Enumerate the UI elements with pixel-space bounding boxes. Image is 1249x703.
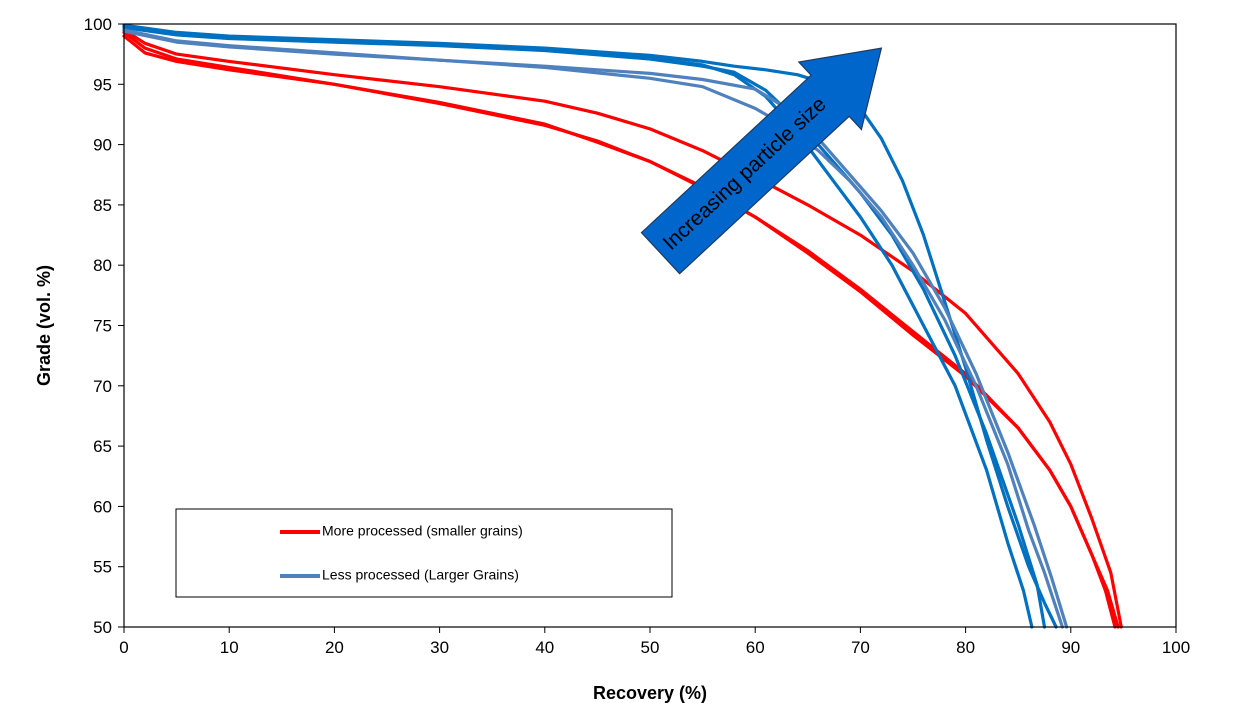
y-tick-label: 60 xyxy=(93,497,112,516)
x-axis-title: Recovery (%) xyxy=(593,683,707,703)
x-tick-label: 90 xyxy=(1061,638,1080,657)
legend: More processed (smaller grains) Less pro… xyxy=(175,508,673,598)
y-tick-label: 95 xyxy=(93,75,112,94)
x-axis: 0 10 20 30 40 50 60 70 80 90 100 xyxy=(119,627,1190,657)
y-axis-title: Grade (vol. %) xyxy=(34,265,54,386)
arrow-icon xyxy=(640,47,883,275)
y-tick-label: 55 xyxy=(93,558,112,577)
y-tick-label: 85 xyxy=(93,196,112,215)
x-tick-label: 80 xyxy=(956,638,975,657)
x-tick-label: 20 xyxy=(325,638,344,657)
series-line-2 xyxy=(122,34,1117,629)
legend-label-less-processed: Less processed (Larger Grains) xyxy=(322,567,519,583)
y-axis: 50 55 60 65 70 75 80 85 90 95 100 xyxy=(84,15,124,637)
x-tick-label: 0 xyxy=(119,638,128,657)
y-tick-label: 75 xyxy=(93,317,112,336)
y-tick-label: 80 xyxy=(93,256,112,275)
x-tick-label: 100 xyxy=(1162,638,1190,657)
y-tick-label: 100 xyxy=(84,15,112,34)
y-tick-label: 50 xyxy=(93,618,112,637)
x-tick-label: 30 xyxy=(430,638,449,657)
x-tick-label: 40 xyxy=(535,638,554,657)
x-tick-label: 50 xyxy=(641,638,660,657)
y-tick-label: 65 xyxy=(93,437,112,456)
x-tick-label: 10 xyxy=(220,638,239,657)
y-tick-label: 90 xyxy=(93,136,112,155)
legend-label-more-processed: More processed (smaller grains) xyxy=(322,523,523,539)
legend-box xyxy=(175,508,673,598)
y-tick-label: 70 xyxy=(93,377,112,396)
x-tick-label: 70 xyxy=(851,638,870,657)
annotation-label: Increasing particle size xyxy=(659,93,831,255)
x-tick-label: 60 xyxy=(746,638,765,657)
